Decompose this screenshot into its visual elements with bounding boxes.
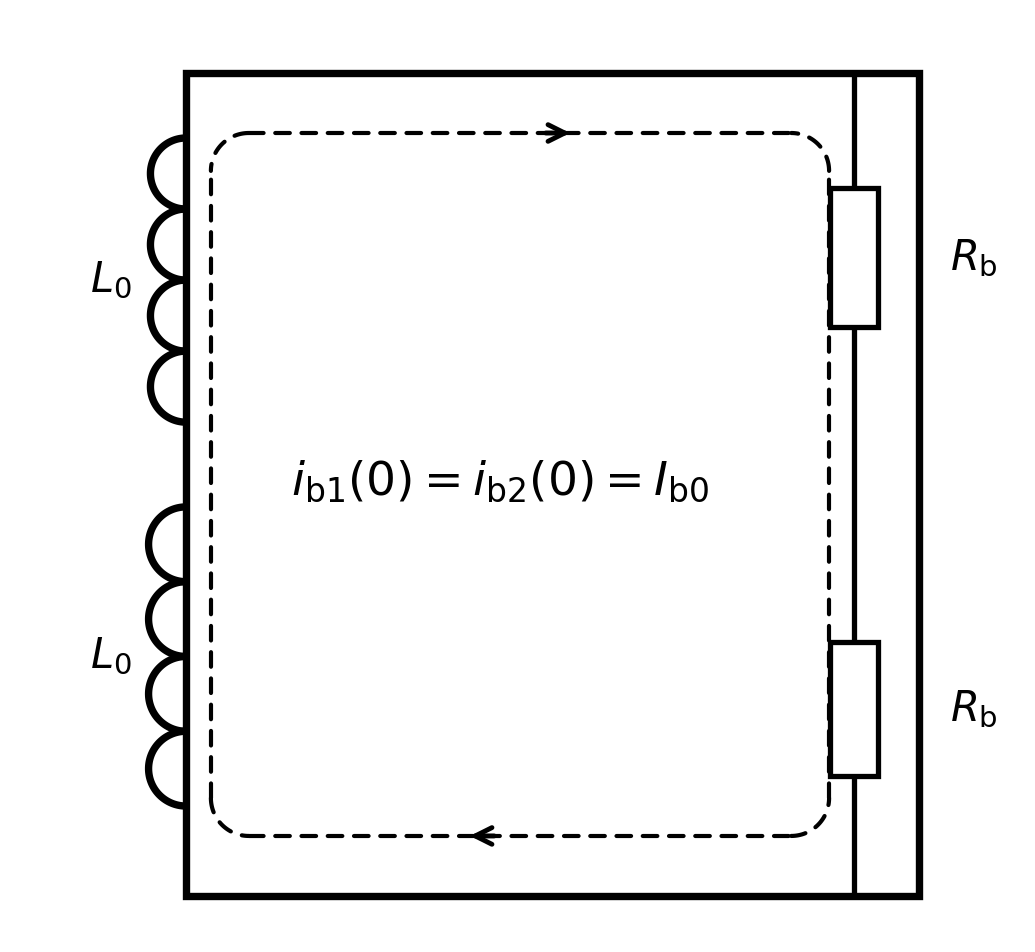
Bar — [830, 188, 878, 327]
Bar — [830, 642, 878, 776]
Text: $L_0$: $L_0$ — [90, 259, 132, 301]
Text: $L_0$: $L_0$ — [90, 636, 132, 678]
Text: $R_\mathrm{b}$: $R_\mathrm{b}$ — [950, 687, 998, 730]
Text: $R_\mathrm{b}$: $R_\mathrm{b}$ — [950, 237, 998, 279]
Bar — [186, 73, 919, 896]
Text: $i_{\mathrm{b1}}(0) = i_{\mathrm{b2}}(0) = I_{\mathrm{b0}}$: $i_{\mathrm{b1}}(0) = i_{\mathrm{b2}}(0)… — [291, 459, 709, 505]
